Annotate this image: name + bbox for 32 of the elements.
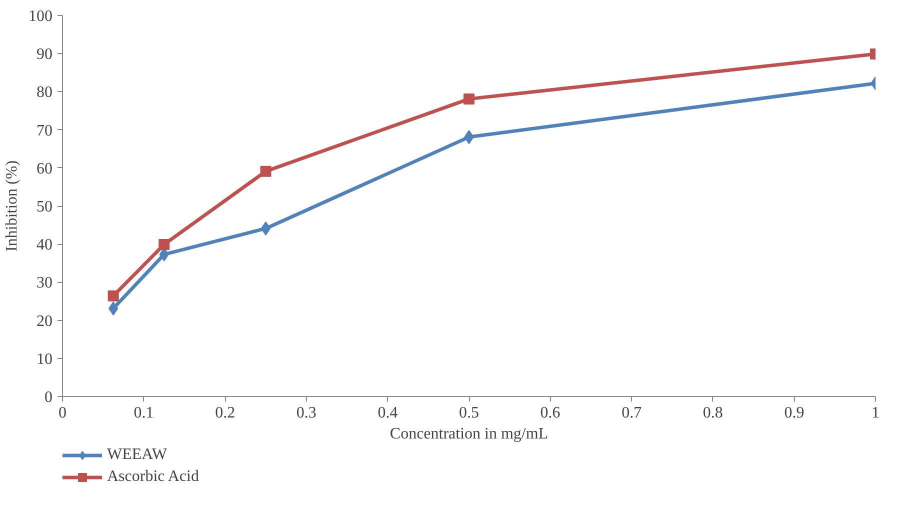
y-tick-label: 90 bbox=[36, 46, 52, 64]
y-tick-label: 20 bbox=[36, 312, 52, 330]
y-tick-label: 30 bbox=[36, 274, 52, 292]
y-tick-label: 40 bbox=[36, 236, 52, 254]
x-tick-label: 0.2 bbox=[215, 404, 236, 422]
x-tick-label: 0.3 bbox=[296, 404, 316, 422]
y-tick-label: 80 bbox=[36, 84, 52, 102]
legend-label: WEEAW bbox=[107, 446, 168, 464]
point bbox=[108, 290, 119, 302]
y-tick-label: 70 bbox=[36, 122, 52, 140]
x-tick-label: 0.4 bbox=[378, 404, 398, 422]
x-tick-label: 0.1 bbox=[134, 404, 154, 422]
y-tick-label: 10 bbox=[36, 350, 52, 368]
y-tick-label: 50 bbox=[36, 198, 52, 216]
x-axis-title: Concentration in mg/mL bbox=[390, 426, 548, 442]
legend-label: Ascorbic Acid bbox=[107, 468, 199, 486]
y-axis-title: Inhibition (%) bbox=[4, 160, 20, 252]
y-tick-label: 100 bbox=[28, 8, 52, 25]
point bbox=[464, 93, 474, 104]
x-tick-label: 0.5 bbox=[459, 404, 479, 422]
point bbox=[108, 301, 118, 316]
x-tick-label: 0.6 bbox=[540, 404, 560, 422]
x-tick-label: 0.9 bbox=[784, 404, 804, 422]
point bbox=[158, 238, 170, 250]
y-tick-label: 0 bbox=[44, 389, 52, 406]
point bbox=[260, 166, 272, 177]
x-tick-label: 0 bbox=[58, 404, 66, 422]
x-tick-label: 0.7 bbox=[622, 404, 642, 422]
x-tick-label: 0.8 bbox=[702, 404, 723, 422]
point bbox=[260, 221, 271, 236]
x-tick-label: 1 bbox=[872, 404, 880, 422]
y-tick-label: 60 bbox=[36, 160, 52, 178]
